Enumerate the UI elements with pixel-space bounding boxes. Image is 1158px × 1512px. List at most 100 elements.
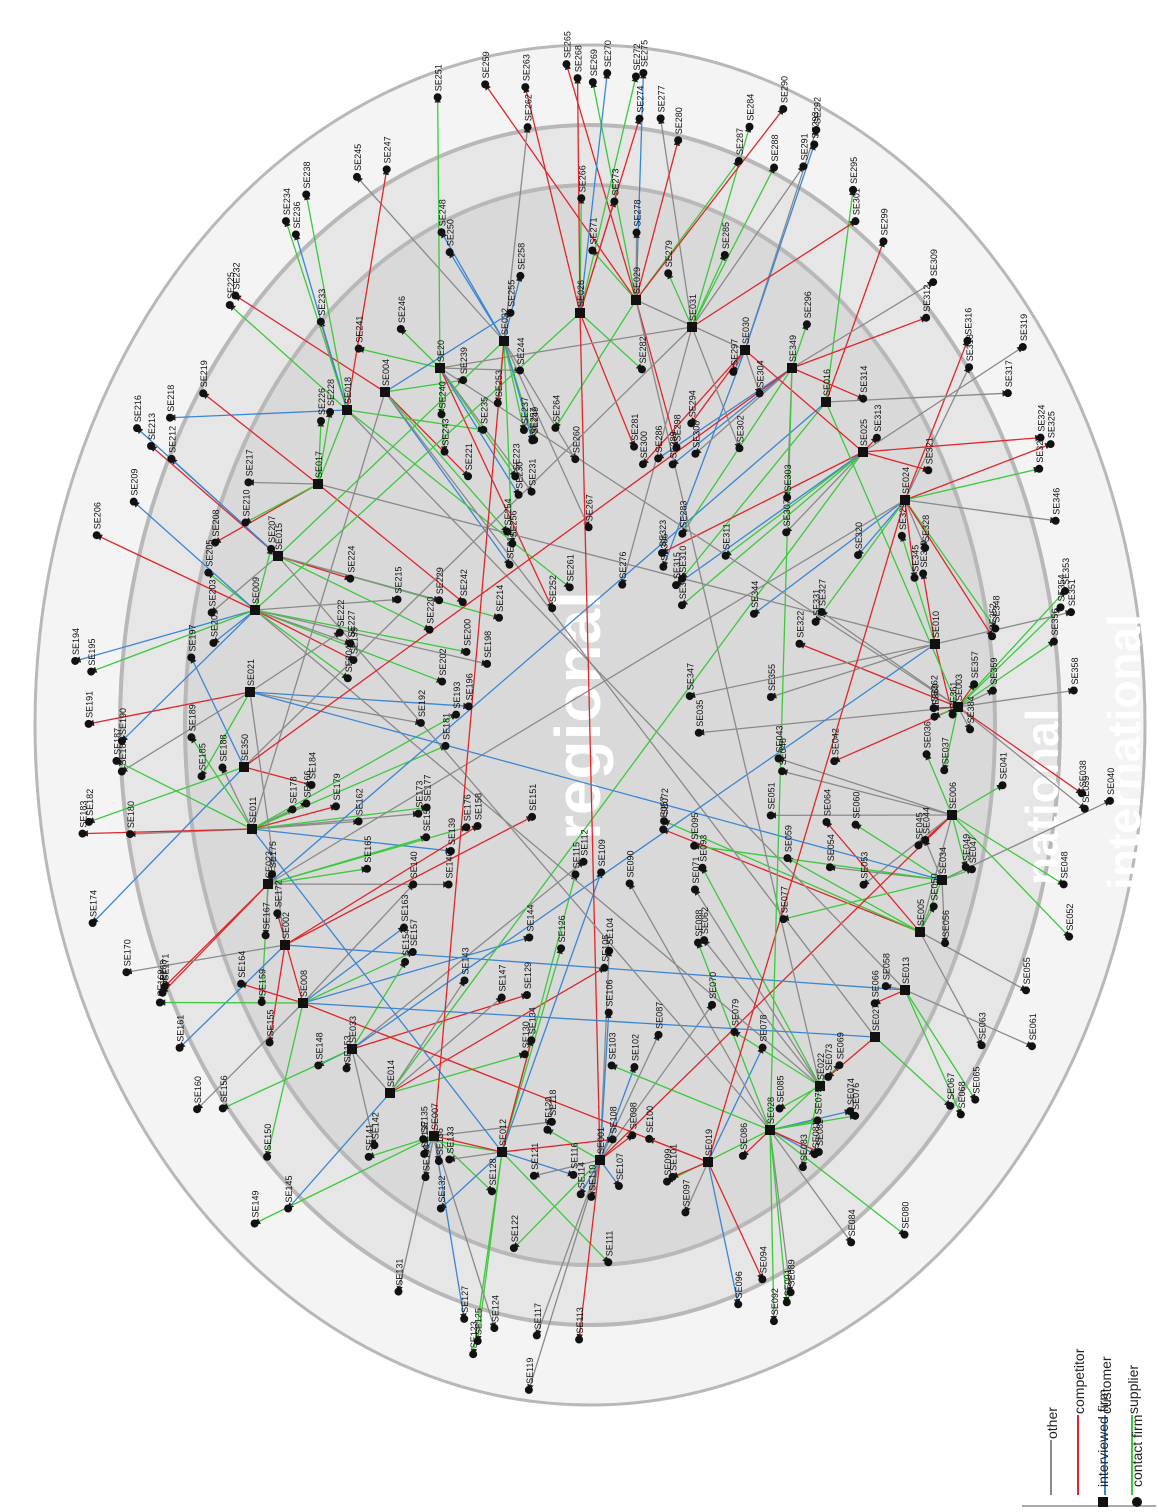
contact-firm-node[interactable] — [579, 857, 588, 866]
contact-firm-node[interactable] — [519, 426, 528, 435]
contact-firm-node[interactable] — [813, 1116, 822, 1125]
interviewed-firm-node[interactable] — [900, 985, 910, 995]
contact-firm-node[interactable] — [422, 803, 431, 812]
contact-firm-node[interactable] — [421, 1173, 430, 1182]
interviewed-firm-node[interactable] — [429, 1131, 439, 1141]
contact-firm-node[interactable] — [193, 1105, 202, 1114]
contact-firm-node[interactable] — [577, 194, 586, 203]
contact-firm-node[interactable] — [659, 562, 668, 571]
contact-firm-node[interactable] — [464, 472, 473, 481]
contact-firm-node[interactable] — [628, 1131, 637, 1140]
contact-firm-node[interactable] — [630, 442, 639, 451]
contact-firm-node[interactable] — [588, 78, 597, 87]
contact-firm-node[interactable] — [422, 833, 431, 842]
contact-firm-node[interactable] — [314, 1061, 323, 1070]
contact-firm-node[interactable] — [459, 376, 468, 385]
contact-firm-node[interactable] — [929, 704, 938, 713]
contact-firm-node[interactable] — [967, 865, 976, 874]
contact-firm-node[interactable] — [584, 523, 593, 532]
contact-firm-node[interactable] — [527, 1036, 536, 1045]
contact-firm-node[interactable] — [438, 677, 447, 686]
contact-firm-node[interactable] — [158, 988, 167, 997]
contact-firm-node[interactable] — [822, 817, 831, 826]
contact-firm-node[interactable] — [343, 674, 352, 683]
contact-firm-node[interactable] — [758, 1275, 767, 1284]
contact-firm-node[interactable] — [506, 308, 515, 317]
contact-firm-node[interactable] — [721, 551, 730, 560]
contact-firm-node[interactable] — [409, 880, 418, 889]
contact-firm-node[interactable] — [460, 976, 469, 985]
interviewed-firm-node[interactable] — [815, 1081, 825, 1091]
contact-firm-node[interactable] — [382, 165, 391, 174]
contact-firm-node[interactable] — [664, 269, 673, 278]
contact-firm-node[interactable] — [464, 702, 473, 711]
contact-firm-node[interactable] — [631, 72, 640, 81]
interviewed-firm-node[interactable] — [342, 405, 352, 415]
contact-firm-node[interactable] — [462, 647, 471, 656]
contact-firm-node[interactable] — [825, 863, 834, 872]
contact-firm-node[interactable] — [187, 733, 196, 742]
contact-firm-node[interactable] — [281, 217, 290, 226]
contact-firm-node[interactable] — [207, 608, 216, 617]
contact-firm-node[interactable] — [129, 497, 138, 506]
contact-firm-node[interactable] — [663, 1177, 672, 1186]
contact-firm-node[interactable] — [1003, 389, 1012, 398]
interviewed-firm-node[interactable] — [298, 998, 308, 1008]
contact-firm-node[interactable] — [608, 1135, 617, 1144]
contact-firm-node[interactable] — [897, 531, 906, 540]
contact-firm-node[interactable] — [678, 574, 687, 583]
contact-firm-node[interactable] — [354, 344, 363, 353]
interviewed-firm-node[interactable] — [787, 363, 797, 373]
contact-firm-node[interactable] — [445, 248, 454, 257]
contact-firm-node[interactable] — [1022, 986, 1031, 995]
contact-firm-node[interactable] — [654, 454, 663, 463]
contact-firm-node[interactable] — [349, 656, 358, 665]
contact-firm-node[interactable] — [565, 583, 574, 592]
contact-firm-node[interactable] — [393, 595, 402, 604]
contact-firm-node[interactable] — [473, 1337, 482, 1346]
contact-firm-node[interactable] — [1106, 796, 1114, 805]
contact-firm-node[interactable] — [607, 1061, 616, 1070]
contact-firm-node[interactable] — [84, 817, 93, 826]
contact-firm-node[interactable] — [167, 454, 176, 463]
contact-firm-node[interactable] — [879, 237, 888, 246]
contact-firm-node[interactable] — [557, 944, 566, 953]
contact-firm-node[interactable] — [562, 60, 571, 69]
contact-firm-node[interactable] — [674, 136, 683, 145]
contact-firm-node[interactable] — [769, 1317, 778, 1326]
contact-firm-node[interactable] — [326, 408, 335, 417]
contact-firm-node[interactable] — [668, 1172, 677, 1181]
contact-firm-node[interactable] — [487, 1187, 496, 1196]
contact-firm-node[interactable] — [437, 410, 446, 419]
contact-firm-node[interactable] — [273, 909, 282, 918]
contact-firm-node[interactable] — [597, 868, 606, 877]
contact-firm-node[interactable] — [817, 607, 826, 616]
contact-firm-node[interactable] — [571, 455, 580, 464]
contact-firm-node[interactable] — [575, 1335, 584, 1344]
contact-firm-node[interactable] — [528, 812, 537, 821]
contact-firm-node[interactable] — [782, 1298, 791, 1307]
contact-firm-node[interactable] — [851, 1111, 860, 1120]
contact-firm-node[interactable] — [921, 543, 930, 552]
contact-firm-node[interactable] — [970, 680, 979, 689]
contact-firm-node[interactable] — [1059, 880, 1068, 889]
contact-firm-node[interactable] — [770, 163, 779, 172]
contact-firm-node[interactable] — [204, 568, 213, 577]
contact-firm-node[interactable] — [307, 781, 316, 790]
contact-firm-node[interactable] — [396, 324, 405, 333]
contact-firm-node[interactable] — [497, 993, 506, 1002]
interviewed-firm-node[interactable] — [435, 363, 445, 373]
contact-firm-node[interactable] — [795, 639, 804, 648]
contact-firm-node[interactable] — [812, 125, 821, 134]
contact-firm-node[interactable] — [71, 656, 80, 665]
contact-firm-node[interactable] — [658, 548, 667, 557]
contact-firm-node[interactable] — [1056, 603, 1065, 612]
interviewed-firm-node[interactable] — [703, 1157, 713, 1167]
contact-firm-node[interactable] — [261, 931, 270, 940]
contact-firm-node[interactable] — [529, 1171, 538, 1180]
contact-firm-node[interactable] — [690, 841, 699, 850]
contact-firm-node[interactable] — [490, 1324, 499, 1333]
contact-firm-node[interactable] — [548, 604, 557, 613]
contact-firm-node[interactable] — [685, 692, 694, 701]
contact-firm-node[interactable] — [197, 772, 206, 781]
